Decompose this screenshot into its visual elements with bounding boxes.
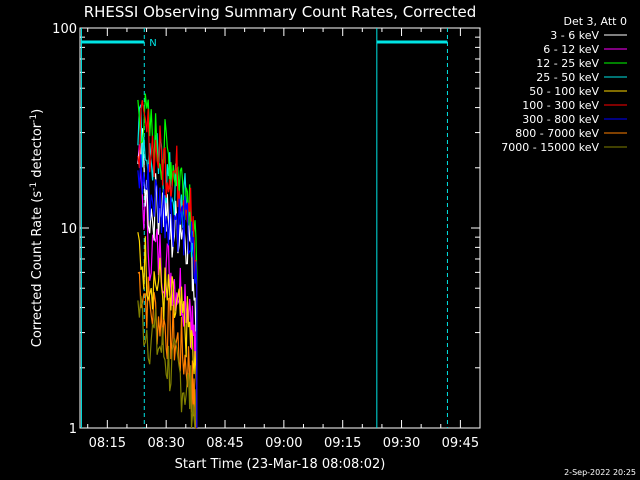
series-line: [137, 154, 198, 428]
x-tick-label: 09:00: [265, 436, 302, 451]
y-tick-label: 10: [60, 222, 77, 237]
legend-entry-label: 25 - 50 keV: [536, 71, 599, 84]
legend-entry-label: 100 - 300 keV: [522, 99, 599, 112]
x-tick-label: 08:30: [147, 436, 184, 451]
y-tick-label: 1: [69, 422, 77, 437]
time-interval-label: N: [149, 38, 156, 49]
series-line: [137, 93, 198, 428]
plot-area: 08:15 08:30 08:45 09:00 09:15 09:30 09:45 1 10 10…: [52, 22, 481, 451]
legend-entry-label: 800 - 7000 keV: [515, 127, 599, 140]
series-line: [137, 295, 198, 429]
x-axis-label: Start Time (23-Mar-18 08:08:02): [175, 457, 386, 472]
x-tick-label: 09:15: [324, 436, 361, 451]
series-line: [137, 271, 197, 429]
y-axis-label: Corrected Count Rate (s-1 detector-1): [29, 109, 45, 347]
y-tick-label: 100: [52, 22, 77, 37]
series-line: [137, 100, 198, 428]
x-tick-label: 09:30: [383, 436, 420, 451]
legend-entry-label: 6 - 12 keV: [543, 43, 599, 56]
x-tick-label: 08:15: [89, 436, 126, 451]
legend-entry-label: 50 - 100 keV: [529, 85, 599, 98]
series-line: [137, 232, 198, 428]
legend-header: Det 3, Att 0: [564, 15, 628, 28]
legend-entry-label: 3 - 6 keV: [550, 29, 599, 42]
x-tick-label: 09:45: [442, 436, 479, 451]
legend-entry-label: 12 - 25 keV: [536, 57, 599, 70]
legend-entry-label: 7000 - 15000 keV: [501, 141, 599, 154]
footer-date: 2-Sep-2022 20:25: [564, 468, 636, 477]
x-tick-label: 08:45: [206, 436, 243, 451]
legend-entry-label: 300 - 800 keV: [522, 113, 599, 126]
chart-title: RHESSI Observing Summary Count Rates, Co…: [84, 3, 477, 21]
